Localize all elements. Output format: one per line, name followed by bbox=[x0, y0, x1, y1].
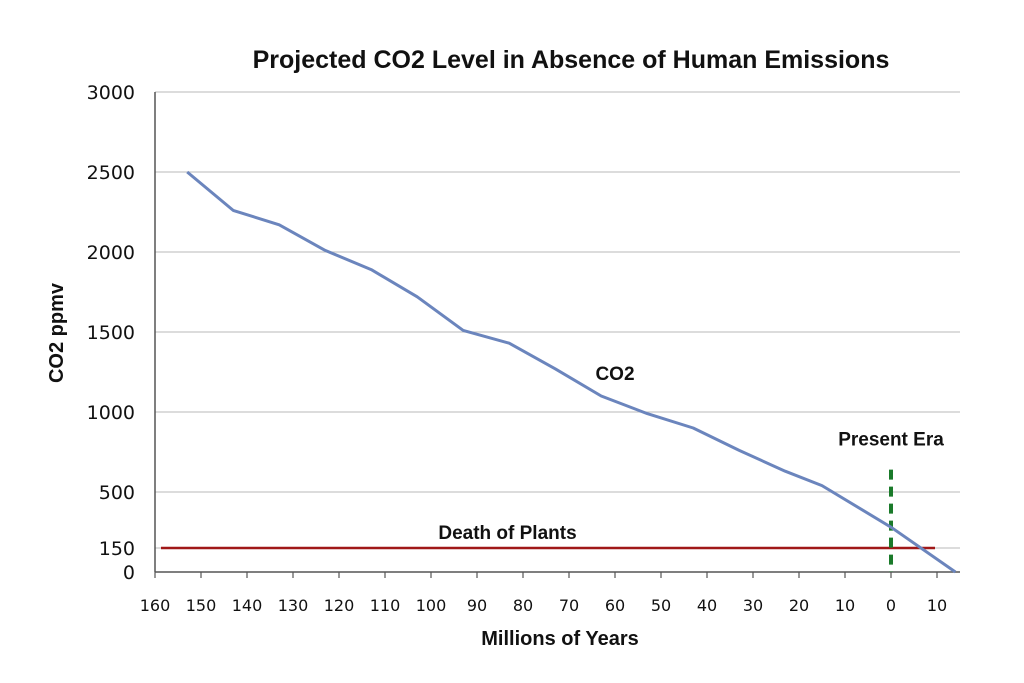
x-tick-label: 0 bbox=[886, 596, 896, 615]
x-tick-label: 130 bbox=[278, 596, 309, 615]
x-tick-label: 110 bbox=[370, 596, 401, 615]
x-tick-label: 140 bbox=[232, 596, 263, 615]
y-tick-label: 2000 bbox=[87, 242, 135, 264]
x-tick-label: 100 bbox=[416, 596, 447, 615]
axes bbox=[154, 92, 960, 578]
x-tick-label: 30 bbox=[743, 596, 763, 615]
y-tick-label: 3000 bbox=[87, 82, 135, 104]
x-tick-label: 90 bbox=[467, 596, 487, 615]
x-tick-label: 10 bbox=[835, 596, 855, 615]
x-tick-label: 60 bbox=[605, 596, 625, 615]
x-tick-label: 150 bbox=[186, 596, 217, 615]
series-line-co2 bbox=[186, 170, 957, 574]
present-era-label: Present Era bbox=[838, 430, 944, 451]
series-label-co2: CO2 bbox=[595, 364, 634, 385]
chart-title: Projected CO2 Level in Absence of Human … bbox=[253, 46, 890, 74]
x-tick-label: 80 bbox=[513, 596, 533, 615]
reference-lines: Death of Plants Present Era bbox=[161, 430, 944, 572]
x-tick-label: 70 bbox=[559, 596, 579, 615]
x-tick-label: 160 bbox=[140, 596, 171, 615]
x-tick-label: 20 bbox=[789, 596, 809, 615]
y-tick-label: 1500 bbox=[87, 322, 135, 344]
y-tick-label: 150 bbox=[99, 538, 135, 560]
annotations: CO2 bbox=[595, 364, 634, 385]
series-group bbox=[186, 170, 957, 574]
y-tick-label: 1000 bbox=[87, 402, 135, 424]
x-tick-label: 40 bbox=[697, 596, 717, 615]
gridlines bbox=[155, 91, 960, 549]
death-of-plants-label: Death of Plants bbox=[438, 523, 576, 544]
x-tick-label: 50 bbox=[651, 596, 671, 615]
x-axis-label: Millions of Years bbox=[481, 628, 638, 650]
y-tick-label: 500 bbox=[99, 482, 135, 504]
y-tick-label: 2500 bbox=[87, 162, 135, 184]
y-axis-label: CO2 ppmv bbox=[46, 282, 68, 383]
x-tick-label: 120 bbox=[324, 596, 355, 615]
x-tick-label: 10 bbox=[927, 596, 947, 615]
y-tick-label: 0 bbox=[123, 562, 135, 584]
